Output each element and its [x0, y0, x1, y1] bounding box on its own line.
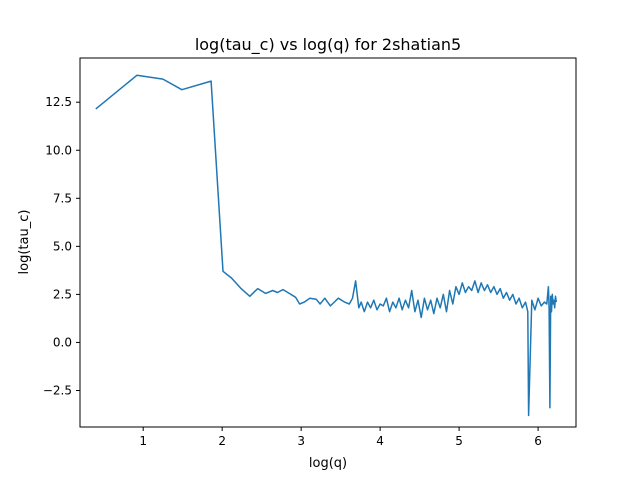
x-tick-label: 2: [218, 434, 226, 448]
x-tick-label: 6: [534, 434, 542, 448]
plot-frame: [79, 57, 577, 428]
x-tick-label: 5: [455, 434, 463, 448]
y-tick-label: 7.5: [53, 191, 72, 205]
x-tick-label: 3: [297, 434, 305, 448]
y-tick-label: 10.0: [45, 143, 72, 157]
plot-lines: [95, 74, 558, 417]
x-tick-label: 4: [376, 434, 384, 448]
chart-title: log(tau_c) vs log(q) for 2shatian5: [195, 35, 461, 55]
series-line: [95, 74, 558, 417]
y-axis-label: log(tau_c): [17, 210, 32, 275]
y-tick-label: 5.0: [53, 239, 72, 253]
y-tick-label: 0.0: [53, 335, 72, 349]
x-axis-label: log(q): [309, 456, 347, 471]
y-axis: −2.5 0.0 2.5 5.0 7.5 10.0 12.5: [43, 95, 80, 397]
x-tick-label: 1: [139, 434, 147, 448]
y-tick-label: 2.5: [53, 287, 72, 301]
y-tick-label: −2.5: [43, 383, 72, 397]
x-axis: 1 2 3 4 5 6: [139, 427, 542, 448]
y-tick-label: 12.5: [45, 95, 72, 109]
